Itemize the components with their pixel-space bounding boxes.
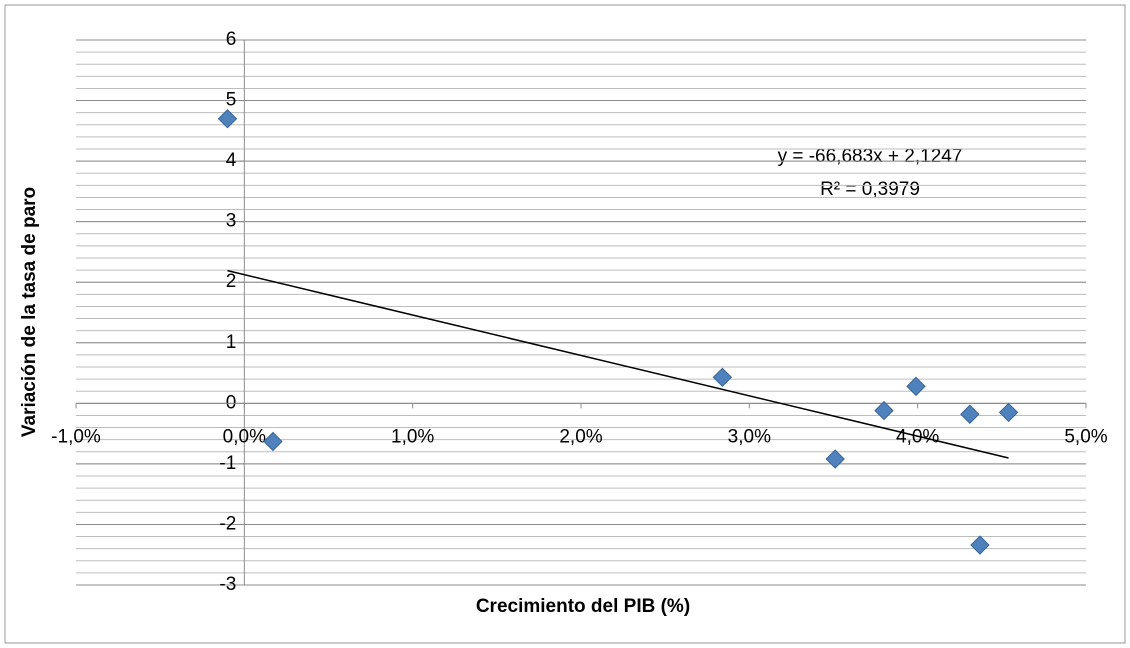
- x-tick-label: 1,0%: [391, 426, 434, 447]
- y-tick-label: 5: [226, 90, 237, 111]
- y-tick-label: 2: [226, 271, 237, 292]
- point: [998, 402, 1019, 423]
- x-axis-title: Crecimiento del PIB (%): [476, 596, 690, 617]
- point: [825, 449, 845, 469]
- trendline-equation: y = -66,683x + 2,1247: [778, 146, 963, 167]
- point: [960, 404, 980, 424]
- point: [217, 109, 238, 129]
- trendline: [227, 269, 1009, 459]
- x-tick-label: 0,0%: [223, 426, 266, 447]
- x-tick-label: 3,0%: [728, 426, 771, 447]
- y-tick-label: -2: [219, 513, 236, 534]
- y-tick-label: 6: [226, 29, 237, 50]
- x-tick-label: 2,0%: [559, 426, 602, 447]
- point: [263, 431, 283, 452]
- r-squared: R² = 0,3979: [820, 179, 920, 200]
- x-tick-label: 5,0%: [1064, 426, 1107, 447]
- y-tick-label: -1: [219, 453, 236, 474]
- point: [906, 376, 926, 397]
- point: [712, 367, 733, 388]
- y-tick-label: 1: [226, 332, 237, 353]
- y-tick-label: 3: [226, 211, 237, 232]
- point: [874, 400, 894, 421]
- x-tick-label: -1,0%: [51, 426, 101, 447]
- y-axis-title: Variación de la tasa de paro: [19, 187, 40, 437]
- point: [970, 535, 990, 555]
- y-tick-label: -3: [219, 574, 236, 595]
- y-tick-label: 4: [226, 150, 237, 171]
